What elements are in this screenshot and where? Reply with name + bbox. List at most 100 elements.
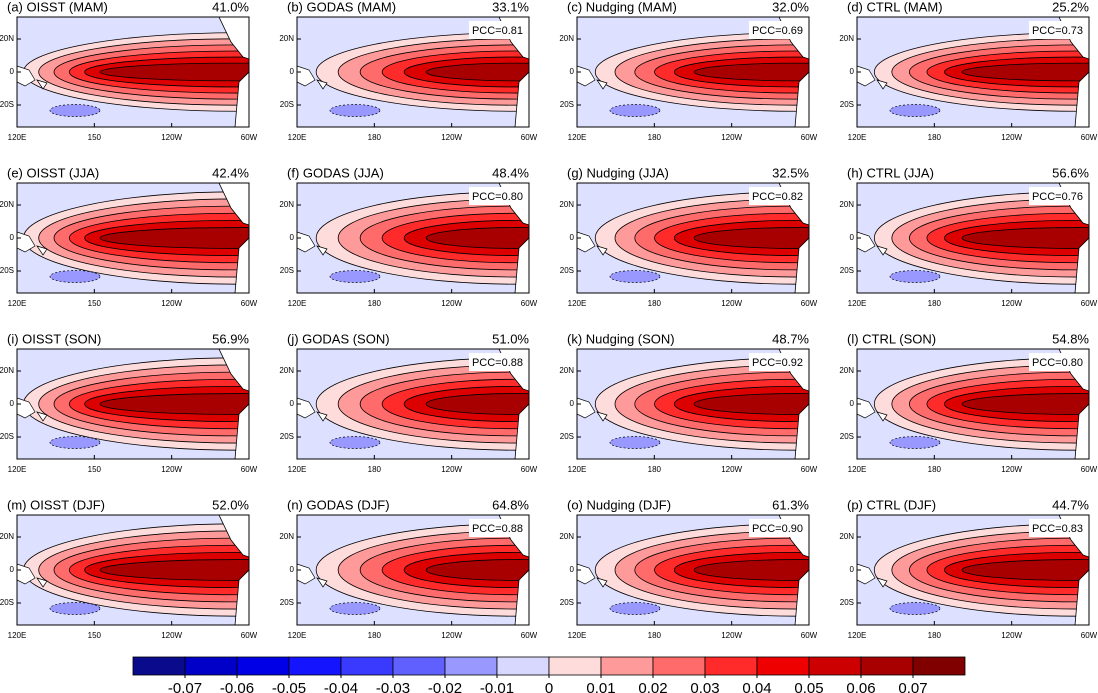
lat-label: 0 — [290, 233, 295, 242]
panel-percent: 56.9% — [212, 331, 249, 346]
panel-percent: 32.0% — [772, 0, 809, 14]
lon-label: 180 — [928, 631, 942, 640]
panel-title: (a) OISST (MAM) — [7, 0, 108, 14]
pcc-box — [1029, 519, 1087, 537]
map — [857, 17, 1089, 127]
panel-percent: 64.8% — [492, 497, 529, 512]
lat-label: 20S — [560, 432, 574, 441]
neg-patch — [329, 270, 381, 283]
lon-label: 120W — [161, 133, 182, 142]
land — [218, 349, 249, 459]
neg-patch — [609, 270, 661, 283]
pcc-label: PCC=0.92 — [752, 357, 803, 369]
lon-label: 120W — [1001, 133, 1022, 142]
pcc-label: PCC=0.76 — [1032, 191, 1083, 203]
colorbar-cell — [444, 656, 498, 676]
neg-patch — [49, 270, 101, 283]
islands — [297, 231, 328, 256]
contour — [425, 227, 529, 249]
contour — [961, 227, 1089, 249]
contour — [99, 559, 249, 581]
lat-label: 20S — [280, 266, 294, 275]
pcc-box — [469, 187, 527, 205]
land — [778, 183, 809, 293]
lon-label: 180 — [648, 465, 662, 474]
neg-patch — [889, 104, 941, 117]
lat-label: 20N — [839, 532, 854, 541]
panel-title: (c) Nudging (MAM) — [567, 0, 677, 14]
lat-label: 20N — [839, 366, 854, 375]
map — [17, 515, 249, 625]
map — [297, 183, 529, 293]
lon-label: 180 — [368, 133, 382, 142]
pcc-box — [1029, 353, 1087, 371]
land — [1058, 515, 1089, 625]
panel-percent: 48.4% — [492, 165, 529, 180]
land — [498, 515, 529, 625]
contour — [99, 62, 249, 82]
lon-label: 120E — [848, 631, 867, 640]
land — [498, 183, 529, 293]
pcc-label: PCC=0.73 — [1032, 25, 1083, 37]
colorbar-label: 0.01 — [586, 680, 615, 693]
contour — [961, 393, 1089, 415]
colorbar-label: -0.05 — [272, 680, 306, 693]
lon-label: 120E — [848, 299, 867, 308]
contour — [693, 227, 809, 249]
lon-label: 60W — [801, 465, 818, 474]
lon-label: 60W — [801, 631, 818, 640]
lat-label: 20S — [840, 432, 854, 441]
lon-label: 180 — [648, 299, 662, 308]
contour — [99, 227, 249, 249]
colorbar-label: 0 — [545, 680, 553, 693]
lon-label: 60W — [241, 133, 258, 142]
lat-label: 20N — [279, 366, 294, 375]
lon-label: 120E — [8, 133, 27, 142]
pcc-box — [749, 187, 807, 205]
contour — [693, 393, 809, 415]
lon-label: 150 — [88, 299, 102, 308]
neg-patch — [889, 270, 941, 283]
panel-title: (j) GODAS (SON) — [287, 331, 390, 346]
map — [17, 183, 249, 293]
lon-label: 180 — [928, 465, 942, 474]
lon-label: 60W — [801, 133, 818, 142]
panel-percent: 42.4% — [212, 165, 249, 180]
neg-patch — [49, 602, 101, 615]
neg-patch — [49, 436, 101, 449]
islands — [857, 397, 888, 422]
lat-label: 20S — [560, 100, 574, 109]
neg-patch — [329, 602, 381, 615]
colorbar-label: 0.02 — [638, 680, 667, 693]
lat-label: 0 — [10, 565, 15, 574]
lon-label: 120W — [1001, 299, 1022, 308]
lat-label: 20N — [0, 34, 14, 43]
lat-label: 20N — [559, 366, 574, 375]
neg-patch — [329, 436, 381, 449]
lon-label: 120W — [441, 631, 462, 640]
colorbar-label: 0.05 — [794, 680, 823, 693]
lon-label: 60W — [1081, 133, 1098, 142]
panel-percent: 56.6% — [1052, 165, 1089, 180]
colorbar-label: 0.03 — [690, 680, 719, 693]
lon-label: 120W — [721, 133, 742, 142]
lon-label: 60W — [521, 465, 538, 474]
lat-label: 0 — [570, 565, 575, 574]
lat-label: 0 — [290, 565, 295, 574]
land — [218, 183, 249, 293]
lon-label: 120W — [721, 631, 742, 640]
lon-label: 120E — [288, 465, 307, 474]
colorbar-cell — [652, 656, 706, 676]
islands — [297, 65, 328, 90]
lon-label: 180 — [928, 133, 942, 142]
lat-label: 20N — [279, 34, 294, 43]
islands — [577, 563, 608, 588]
colorbar-label: 0.07 — [898, 680, 927, 693]
contour — [425, 393, 529, 415]
land — [778, 349, 809, 459]
colorbar-label: -0.06 — [220, 680, 254, 693]
map — [297, 17, 529, 127]
colorbar-label: -0.01 — [480, 680, 514, 693]
lon-label: 60W — [521, 631, 538, 640]
lat-label: 20N — [0, 200, 14, 209]
